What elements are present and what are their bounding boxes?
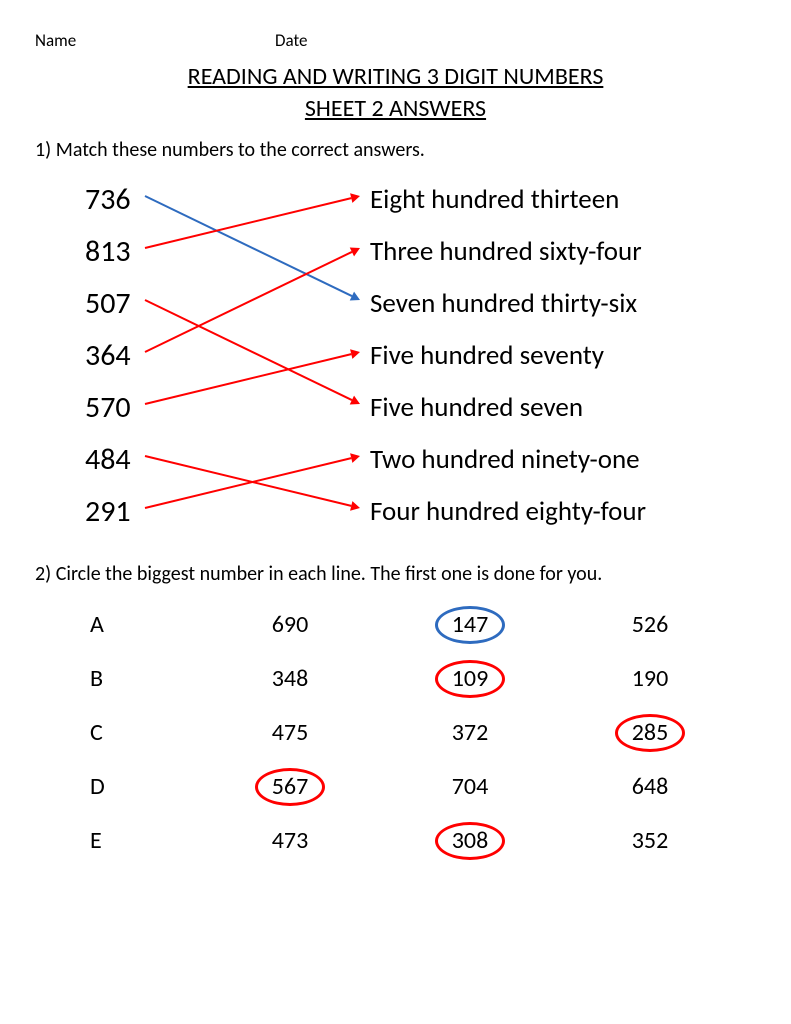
title-block: READING AND WRITING 3 DIGIT NUMBERS SHEE… [35,61,756,126]
cell-value: 648 [560,772,740,801]
q1-number: 291 [85,486,131,538]
table-row: C475372285 [90,706,756,760]
name-label: Name [35,30,275,51]
cell-value: 285 [560,718,740,747]
q1-number: 484 [85,434,131,486]
page: Name Date READING AND WRITING 3 DIGIT NU… [0,0,791,1024]
header-row: Name Date [35,30,756,51]
q1-word: Three hundred sixty-four [370,226,646,278]
cell-value: 372 [380,718,560,747]
cell-value: 308 [380,826,560,855]
cell-value: 352 [560,826,740,855]
table-row: B348109190 [90,652,756,706]
row-label: C [90,718,200,747]
q1-word: Seven hundred thirty-six [370,278,646,330]
row-label: A [90,610,200,639]
cell-value: 567 [200,772,380,801]
q1-number: 507 [85,278,131,330]
title-line-2: SHEET 2 ANSWERS [35,93,756,125]
table-row: A690147526 [90,598,756,652]
q2-table: A690147526B348109190C475372285D567704648… [90,598,756,868]
q1-match-area: 736813507364570484291 Eight hundred thir… [35,174,756,544]
cell-value: 348 [200,664,380,693]
cell-value: 475 [200,718,380,747]
cell-value: 473 [200,826,380,855]
q1-word: Five hundred seven [370,382,646,434]
date-label: Date [275,30,307,51]
q1-word: Four hundred eighty-four [370,486,646,538]
q1-prompt: 1) Match these numbers to the correct an… [35,138,756,162]
row-label: E [90,826,200,855]
cell-value: 704 [380,772,560,801]
q1-word: Five hundred seventy [370,330,646,382]
row-label: B [90,664,200,693]
q1-word-column: Eight hundred thirteenThree hundred sixt… [370,174,646,538]
cell-value: 147 [380,610,560,639]
q1-word: Two hundred ninety-one [370,434,646,486]
q1-number: 364 [85,330,131,382]
row-label: D [90,772,200,801]
table-row: E473308352 [90,814,756,868]
q1-word: Eight hundred thirteen [370,174,646,226]
q1-number: 570 [85,382,131,434]
q1-number-column: 736813507364570484291 [85,174,131,538]
q1-number: 813 [85,226,131,278]
cell-value: 190 [560,664,740,693]
title-line-1: READING AND WRITING 3 DIGIT NUMBERS [35,61,756,93]
q2-area: A690147526B348109190C475372285D567704648… [35,598,756,868]
cell-value: 690 [200,610,380,639]
q1-number: 736 [85,174,131,226]
table-row: D567704648 [90,760,756,814]
cell-value: 526 [560,610,740,639]
cell-value: 109 [380,664,560,693]
q2-prompt: 2) Circle the biggest number in each lin… [35,562,756,586]
